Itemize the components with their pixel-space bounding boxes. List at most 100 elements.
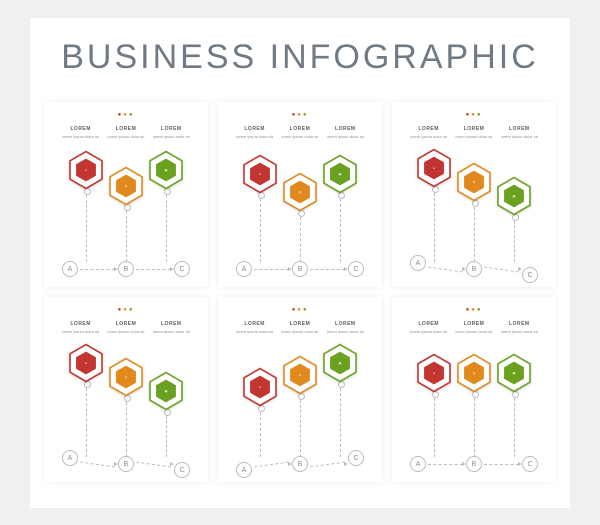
svg-text:●: ●: [259, 172, 261, 176]
footer-step: B: [292, 261, 308, 277]
footer-step: C: [174, 462, 190, 478]
connector-line: [86, 383, 87, 457]
hexagon-node: ◎: [280, 172, 320, 212]
connector-line: [474, 393, 475, 457]
infographic-panel: ●●●LOREMlorem ipsum dolor sitLOREMlorem …: [44, 102, 208, 287]
footer-connector: [254, 269, 289, 270]
connector-line: [514, 393, 515, 457]
connector-line: [260, 194, 261, 262]
footer-step: C: [174, 261, 190, 277]
footer-connector: [136, 461, 171, 467]
footer-steps: ABC: [218, 456, 382, 472]
hexagon-node: ◎: [454, 162, 494, 202]
hexagon-node: ◎: [106, 166, 146, 206]
svg-text:●: ●: [85, 168, 87, 172]
infographic-panel: ●●●LOREMlorem ipsum dolor sitLOREMlorem …: [392, 102, 556, 287]
hexagon-node: ●: [240, 154, 280, 194]
svg-text:▣: ▣: [165, 389, 168, 393]
footer-step: A: [62, 261, 78, 277]
svg-text:▣: ▣: [339, 172, 342, 176]
connector-line: [126, 206, 127, 262]
connector-line: [86, 190, 87, 262]
footer-step: B: [118, 261, 134, 277]
connector-line: [300, 212, 301, 262]
infographic-panel: ●●●LOREMlorem ipsum dolor sitLOREMlorem …: [44, 297, 208, 482]
connector-line: [474, 202, 475, 262]
hexagon-node: ◎: [106, 357, 146, 397]
hex-layer: ● ◎ ▣: [44, 297, 208, 437]
connector-line: [166, 411, 167, 457]
connector-line: [514, 216, 515, 262]
infographic-panel: ●●●LOREMlorem ipsum dolor sitLOREMlorem …: [218, 102, 382, 287]
footer-step: C: [522, 267, 538, 283]
hexagon-node: ▣: [494, 176, 534, 216]
hex-layer: ● ◎ ▣: [392, 297, 556, 437]
hexagon-node: ▣: [146, 371, 186, 411]
hexagon-node: ●: [414, 353, 454, 393]
svg-text:▣: ▣: [339, 361, 342, 365]
footer-steps: A B C: [218, 261, 382, 277]
arrow-icon: [170, 462, 174, 466]
connector-line: [434, 393, 435, 457]
footer-connector: [80, 269, 115, 270]
footer-step: A: [410, 255, 426, 271]
connector-line: [340, 383, 341, 457]
footer-step: C: [348, 450, 364, 466]
infographic-frame: BUSINESS INFOGRAPHIC ●●●LOREMlorem ipsum…: [30, 18, 570, 508]
connector-line: [340, 194, 341, 262]
connector-line: [434, 188, 435, 262]
footer-step: A: [410, 456, 426, 472]
hexagon-node: ●: [66, 343, 106, 383]
footer-connector: [310, 269, 345, 270]
hex-layer: ● ◎ ▣: [218, 297, 382, 437]
hexagon-node: ●: [414, 148, 454, 188]
footer-steps: ABC: [392, 261, 556, 277]
hexagon-node: ▣: [320, 154, 360, 194]
footer-connector: [484, 266, 519, 272]
footer-connector: [136, 269, 171, 270]
hexagon-node: ◎: [454, 353, 494, 393]
footer-connector: [428, 266, 463, 272]
infographic-panel: ●●●LOREMlorem ipsum dolor sitLOREMlorem …: [218, 297, 382, 482]
footer-connector: [428, 464, 463, 465]
hexagon-node: ▣: [494, 353, 534, 393]
svg-text:●: ●: [433, 371, 435, 375]
svg-text:●: ●: [433, 166, 435, 170]
footer-step: C: [522, 456, 538, 472]
connector-line: [126, 397, 127, 457]
arrow-icon: [518, 267, 522, 271]
hex-layer: ● ◎ ▣: [392, 102, 556, 242]
hex-layer: ● ◎▣: [44, 102, 208, 242]
footer-connector: [254, 461, 289, 467]
footer-steps: A B C: [392, 456, 556, 472]
footer-step: B: [466, 456, 482, 472]
footer-step: A: [236, 261, 252, 277]
hexagon-node: ◎: [280, 355, 320, 395]
hexagon-node: ●: [66, 150, 106, 190]
hex-layer: ● ◎ ▣: [218, 102, 382, 242]
footer-steps: ABC: [44, 456, 208, 472]
connector-line: [260, 407, 261, 457]
footer-step: A: [62, 450, 78, 466]
hexagon-node: ●: [240, 367, 280, 407]
footer-step: C: [348, 261, 364, 277]
svg-text:▣: ▣: [513, 371, 516, 375]
footer-connector: [80, 461, 115, 467]
hexagon-node: ▣: [146, 150, 186, 190]
footer-connector: [310, 461, 345, 467]
footer-step: B: [292, 456, 308, 472]
hexagon-node: ▣: [320, 343, 360, 383]
connector-line: [166, 190, 167, 262]
page-title: BUSINESS INFOGRAPHIC: [30, 38, 570, 77]
infographic-panel: ●●●LOREMlorem ipsum dolor sitLOREMlorem …: [392, 297, 556, 482]
footer-step: B: [118, 456, 134, 472]
connector-line: [300, 395, 301, 457]
svg-text:▣: ▣: [513, 194, 516, 198]
footer-steps: A B C: [44, 261, 208, 277]
footer-step: B: [466, 261, 482, 277]
footer-step: A: [236, 462, 252, 478]
footer-connector: [484, 464, 519, 465]
panel-grid: ●●●LOREMlorem ipsum dolor sitLOREMlorem …: [44, 102, 556, 482]
svg-text:●: ●: [85, 361, 87, 365]
svg-text:●: ●: [259, 385, 261, 389]
